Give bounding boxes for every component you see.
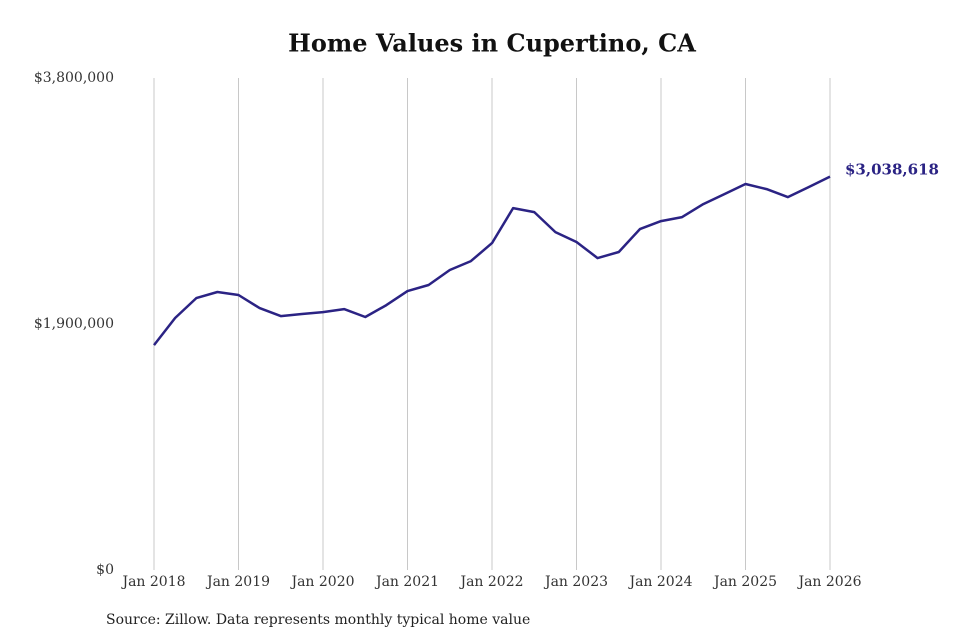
x-tick-label: Jan 2018 [120,574,185,590]
x-tick-label: Jan 2020 [289,574,354,590]
x-tick-label: Jan 2019 [205,574,270,590]
x-tick-label: Jan 2024 [627,574,692,590]
x-tick-label: Jan 2022 [458,574,523,590]
y-tick-label: $0 [96,562,114,578]
x-tick-label: Jan 2021 [374,574,439,590]
y-tick-label: $3,800,000 [34,70,114,86]
chart-title: Home Values in Cupertino, CA [288,29,696,58]
line-series [153,175,831,346]
x-tick-label: Jan 2026 [796,574,861,590]
y-tick-label: $1,900,000 [34,316,114,332]
source-note: Source: Zillow. Data represents monthly … [106,612,530,628]
value-label: $3,038,618 [845,161,939,179]
x-tick-label: Jan 2025 [712,574,777,590]
x-tick-label: Jan 2023 [543,574,608,590]
